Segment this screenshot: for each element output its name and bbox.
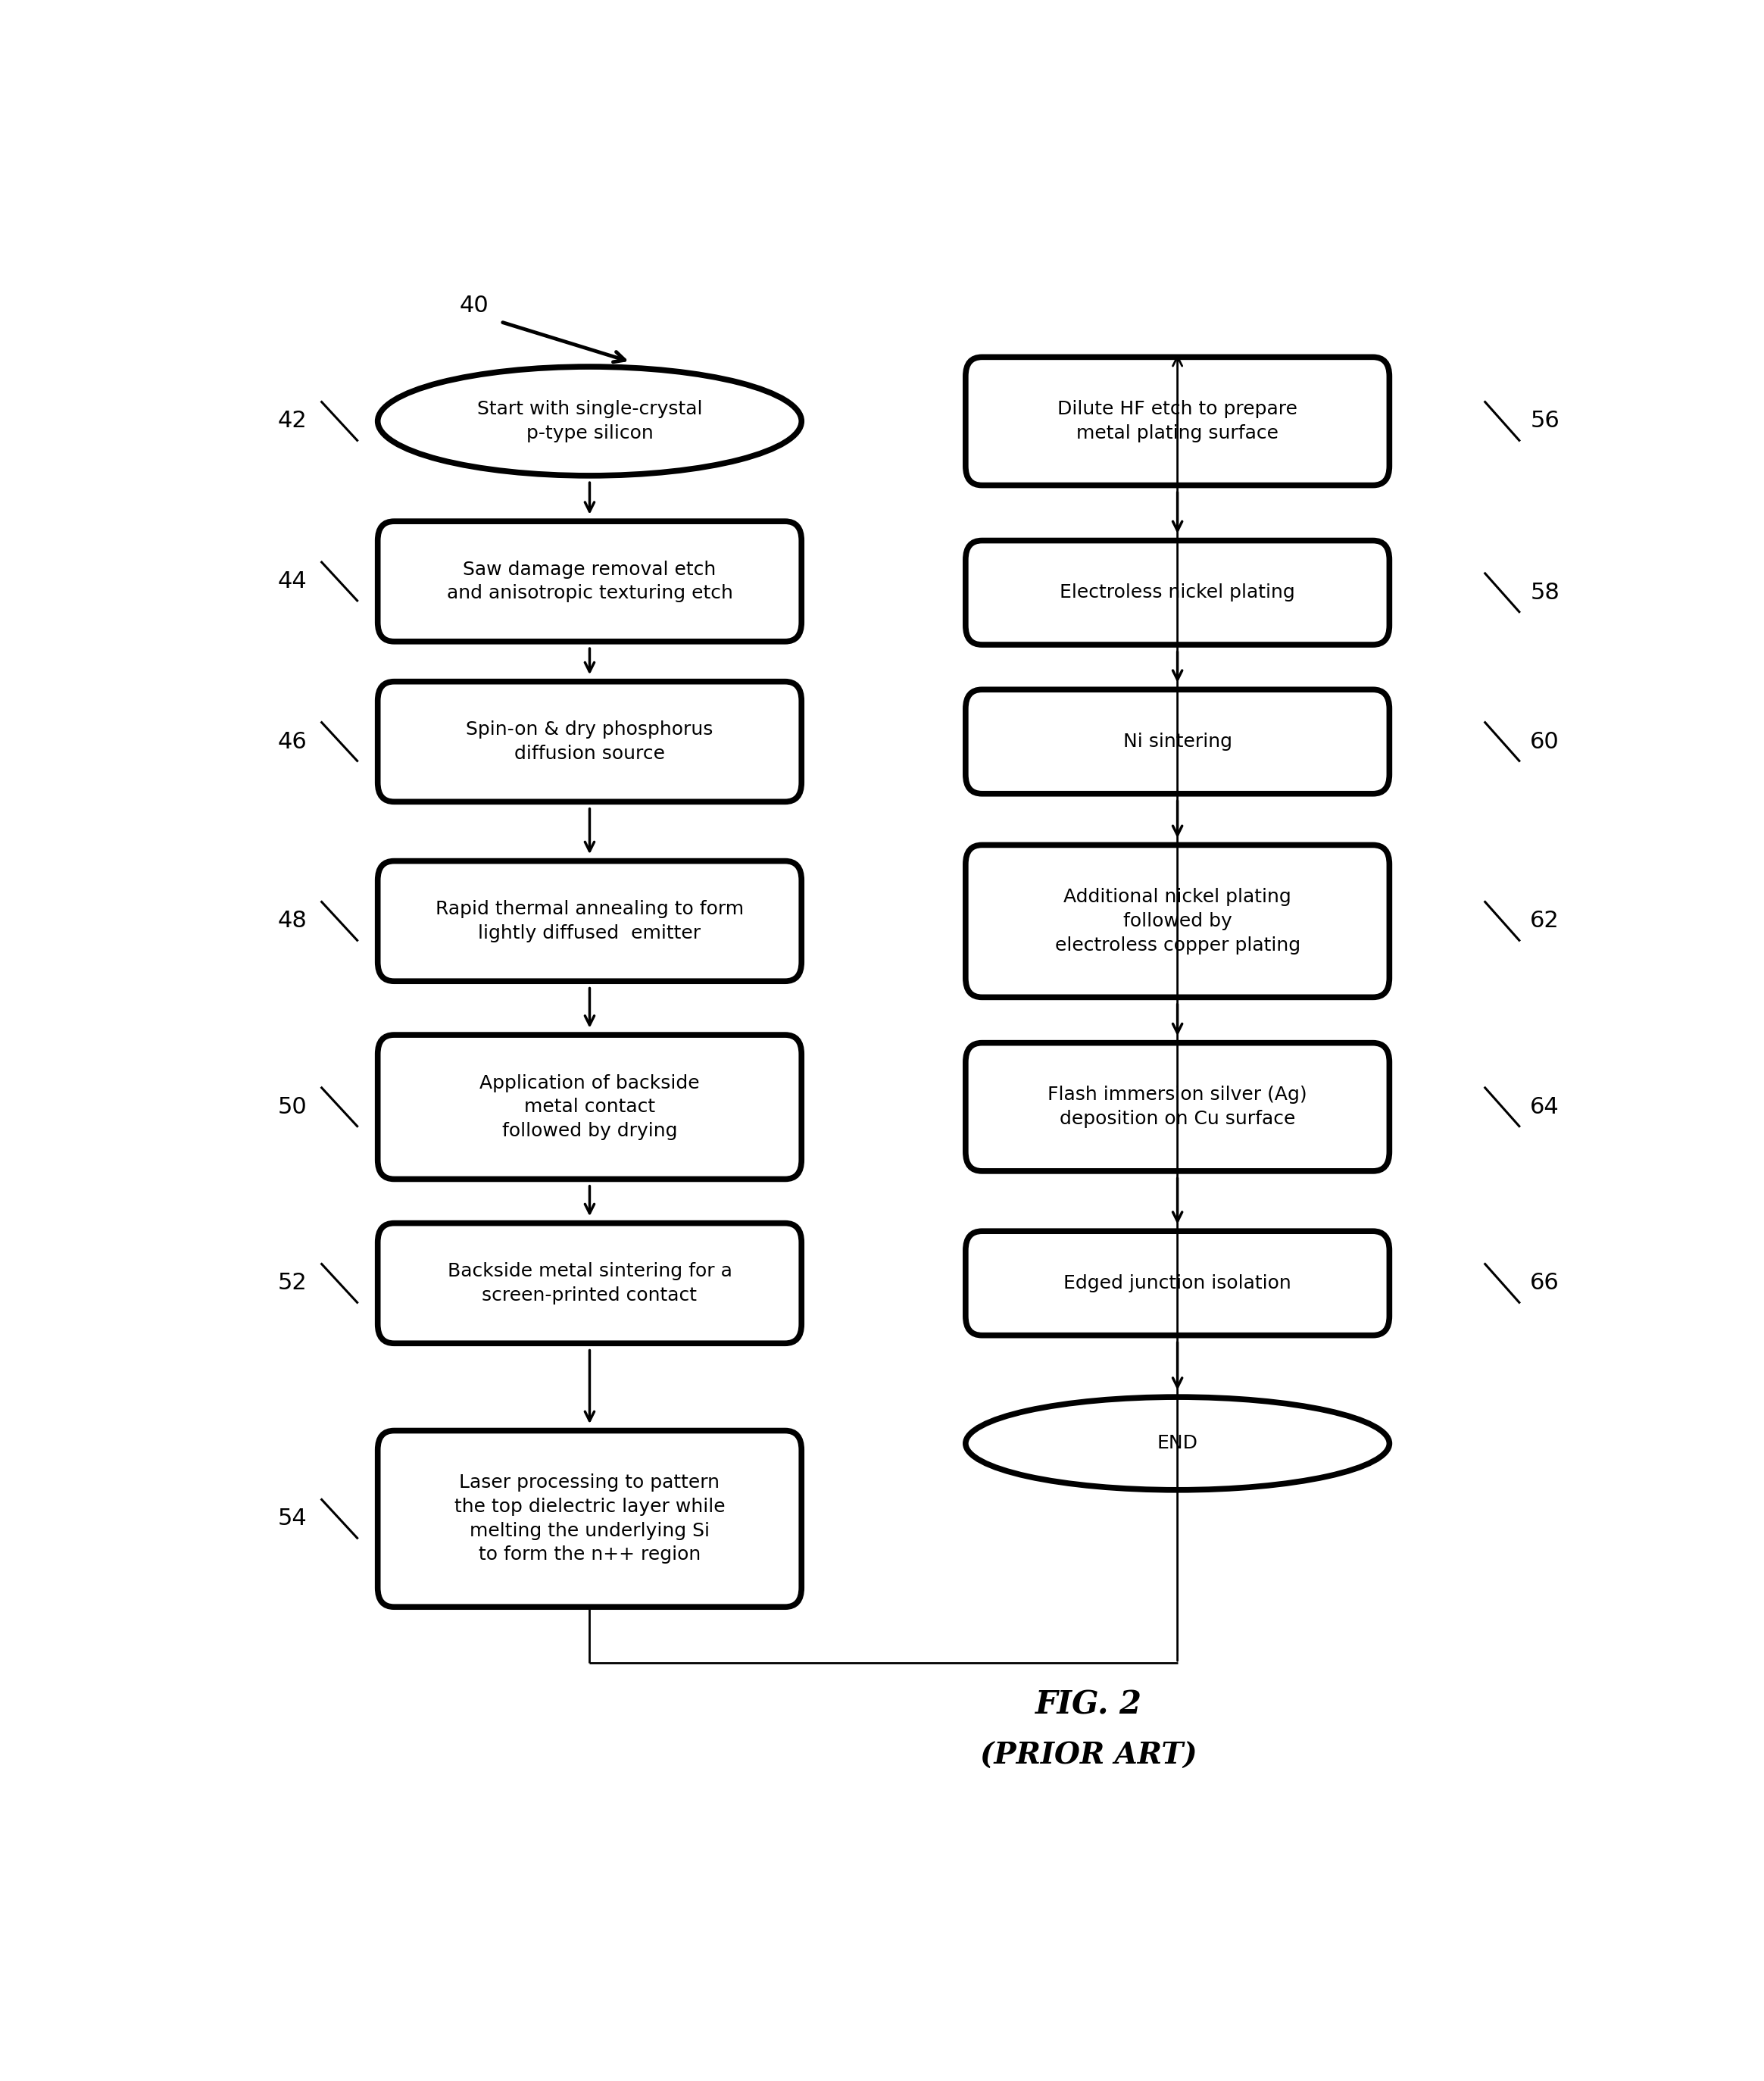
Text: 44: 44 xyxy=(279,570,307,593)
Text: Application of backside
metal contact
followed by drying: Application of backside metal contact fo… xyxy=(480,1074,700,1140)
FancyBboxPatch shape xyxy=(377,522,801,641)
Text: 48: 48 xyxy=(279,909,307,932)
Text: Spin-on & dry phosphorus
diffusion source: Spin-on & dry phosphorus diffusion sourc… xyxy=(466,720,713,764)
Text: 54: 54 xyxy=(279,1509,307,1530)
Ellipse shape xyxy=(377,366,801,477)
Text: 58: 58 xyxy=(1529,583,1559,603)
Text: (PRIOR ART): (PRIOR ART) xyxy=(981,1742,1198,1771)
FancyBboxPatch shape xyxy=(965,541,1390,645)
Text: 52: 52 xyxy=(279,1271,307,1294)
Text: Additional nickel plating
followed by
electroless copper plating: Additional nickel plating followed by el… xyxy=(1055,889,1300,955)
Text: Dilute HF etch to prepare
metal plating surface: Dilute HF etch to prepare metal plating … xyxy=(1057,400,1298,443)
Text: 60: 60 xyxy=(1529,730,1559,753)
FancyBboxPatch shape xyxy=(377,683,801,801)
Text: 40: 40 xyxy=(460,296,489,316)
Text: 64: 64 xyxy=(1529,1097,1559,1117)
Text: Backside metal sintering for a
screen-printed contact: Backside metal sintering for a screen-pr… xyxy=(448,1263,732,1305)
FancyBboxPatch shape xyxy=(377,1224,801,1344)
FancyBboxPatch shape xyxy=(377,1430,801,1607)
Text: 42: 42 xyxy=(279,410,307,433)
FancyBboxPatch shape xyxy=(965,689,1390,793)
Text: 50: 50 xyxy=(279,1097,307,1117)
Text: Electroless nickel plating: Electroless nickel plating xyxy=(1060,583,1295,601)
Text: 66: 66 xyxy=(1529,1271,1559,1294)
Text: Edged junction isolation: Edged junction isolation xyxy=(1064,1274,1291,1292)
Text: Flash immersion silver (Ag)
deposition on Cu surface: Flash immersion silver (Ag) deposition o… xyxy=(1048,1086,1307,1128)
FancyBboxPatch shape xyxy=(965,1043,1390,1172)
Text: Ni sintering: Ni sintering xyxy=(1124,733,1231,751)
Text: END: END xyxy=(1157,1434,1198,1453)
FancyBboxPatch shape xyxy=(965,845,1390,997)
Text: 62: 62 xyxy=(1529,909,1559,932)
FancyBboxPatch shape xyxy=(377,1034,801,1180)
Ellipse shape xyxy=(965,1396,1390,1490)
Text: Start with single-crystal
p-type silicon: Start with single-crystal p-type silicon xyxy=(476,400,702,443)
Text: Rapid thermal annealing to form
lightly diffused  emitter: Rapid thermal annealing to form lightly … xyxy=(436,901,744,943)
Text: FIG. 2: FIG. 2 xyxy=(1035,1690,1141,1721)
FancyBboxPatch shape xyxy=(377,862,801,982)
FancyBboxPatch shape xyxy=(965,358,1390,485)
FancyBboxPatch shape xyxy=(965,1232,1390,1336)
Text: Laser processing to pattern
the top dielectric layer while
melting the underlyin: Laser processing to pattern the top diel… xyxy=(453,1473,725,1563)
Text: 46: 46 xyxy=(279,730,307,753)
Text: Saw damage removal etch
and anisotropic texturing etch: Saw damage removal etch and anisotropic … xyxy=(446,560,732,603)
Text: 56: 56 xyxy=(1529,410,1559,433)
